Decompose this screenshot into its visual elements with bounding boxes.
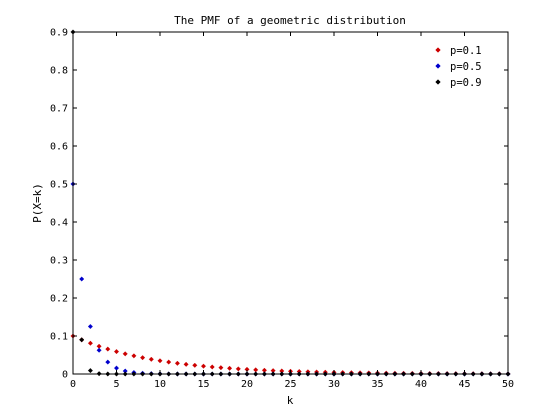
data-point: [79, 276, 85, 282]
y-tick-label: 0.7: [50, 104, 68, 115]
legend-label: p=0.5: [450, 61, 482, 73]
x-axis-ticks: 0 5 10 15 20 25 30 35 40 45 50: [70, 32, 514, 390]
legend-marker: [435, 63, 441, 69]
data-point: [105, 359, 111, 365]
data-point: [157, 358, 163, 364]
x-axis-label: k: [287, 394, 294, 407]
plot-area: [73, 32, 508, 374]
chart-title: The PMF of a geometric distribution: [174, 14, 406, 27]
y-tick-label: 0: [62, 370, 68, 381]
y-tick-label: 0.9: [50, 28, 68, 39]
legend-label: p=0.9: [450, 77, 482, 89]
data-point: [113, 349, 120, 355]
y-axis-label: P(X=k): [31, 183, 44, 223]
data-point: [227, 365, 233, 371]
legend-marker: [435, 79, 441, 85]
data-point: [87, 323, 93, 330]
x-tick-label: 15: [197, 379, 209, 390]
data-point: [218, 365, 224, 371]
data-point: [209, 364, 215, 370]
x-tick-label: 45: [458, 379, 470, 390]
y-tick-label: 0.3: [50, 256, 68, 267]
data-point: [166, 359, 172, 365]
x-tick-label: 40: [415, 379, 427, 390]
data-point: [105, 346, 111, 352]
data-point: [79, 337, 85, 343]
y-tick-label: 0.2: [50, 294, 68, 305]
x-tick-label: 20: [241, 379, 253, 390]
data-point: [192, 362, 198, 368]
y-tick-label: 0.1: [50, 332, 68, 343]
data-point: [122, 351, 128, 357]
legend-marker: [435, 47, 441, 53]
y-tick-label: 0.6: [50, 142, 68, 153]
legend: p=0.1 p=0.5 p=0.9: [435, 45, 482, 89]
y-axis-ticks: 0 0.1 0.2 0.3 0.4 0.5 0.6 0.7 0.8 0.9: [50, 28, 508, 381]
legend-label: p=0.1: [450, 45, 482, 57]
x-tick-label: 10: [154, 379, 166, 390]
y-tick-label: 0.8: [50, 66, 68, 77]
data-point: [87, 340, 93, 346]
data-point: [174, 360, 180, 366]
data-point: [140, 355, 146, 361]
data-point: [235, 366, 241, 372]
x-tick-label: 0: [70, 379, 76, 390]
y-tick-label: 0.5: [50, 180, 68, 191]
data-point: [183, 361, 189, 367]
x-tick-label: 35: [371, 379, 383, 390]
data-point: [148, 356, 154, 362]
x-tick-label: 50: [502, 379, 514, 390]
x-tick-label: 30: [328, 379, 340, 390]
y-tick-label: 0.4: [50, 218, 68, 229]
x-tick-label: 25: [284, 379, 296, 390]
data-point: [131, 353, 137, 359]
data-point: [87, 368, 93, 374]
data-point: [200, 363, 207, 369]
data-point: [96, 347, 102, 353]
x-tick-label: 5: [113, 379, 119, 390]
